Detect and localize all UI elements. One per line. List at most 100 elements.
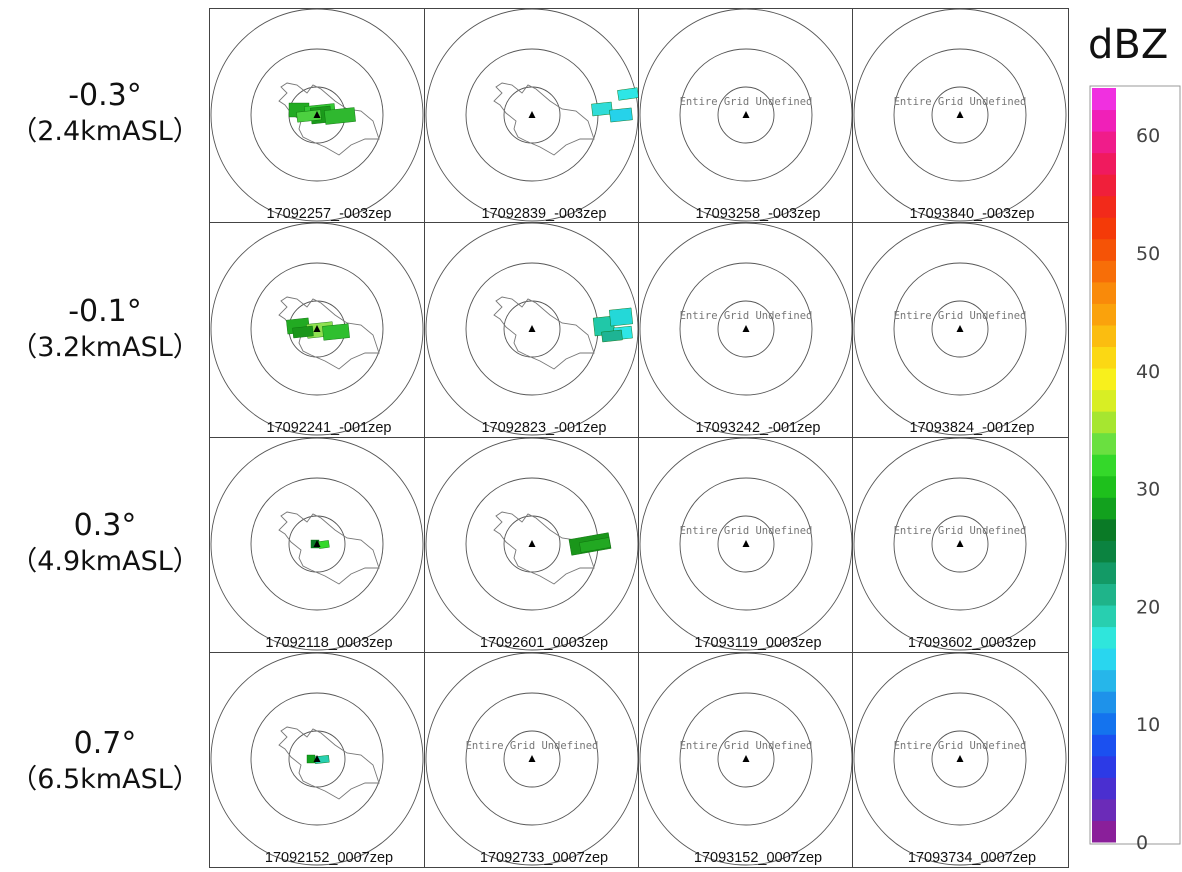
range-ring [893, 692, 1027, 826]
radar-site-icon [956, 325, 964, 332]
radar-panel: 17092152_0007zep [209, 652, 426, 868]
colorbar: 0 10 20 30 40 50 60 [1089, 85, 1181, 854]
range-ring [210, 652, 424, 866]
colorbar-tick-label: 0 [1136, 832, 1148, 854]
panel-caption: 17093258_-003zep [696, 206, 821, 222]
colorbar-swatch [1092, 260, 1116, 283]
radar-panel: 17092823_-001zep [424, 222, 641, 438]
colorbar-swatch [1092, 432, 1116, 455]
range-ring [679, 692, 813, 826]
colorbar-swatch [1092, 152, 1116, 175]
colorbar-swatch [1092, 755, 1116, 778]
panel-caption: 17093119_0003zep [694, 635, 821, 651]
echo-cell [579, 537, 611, 553]
range-ring [893, 262, 1027, 396]
range-ring [893, 48, 1027, 182]
row-label: 0.3° （4.9kmASL） [0, 508, 210, 580]
radar-site-icon [742, 111, 750, 118]
map-outline [278, 296, 380, 370]
colorbar-swatch [1092, 648, 1116, 671]
colorbar-swatch [1092, 454, 1116, 477]
radar-site-icon [956, 540, 964, 547]
range-ring [210, 222, 424, 436]
colorbar-swatch [1092, 238, 1116, 261]
colorbar-swatch [1092, 669, 1116, 692]
panel-caption: 17092152_0007zep [265, 850, 393, 866]
radar-panel: 17092839_-003zep [424, 8, 641, 224]
elevation-angle: 0.7° [73, 726, 137, 761]
radar-site-icon [528, 755, 536, 762]
range-ring [679, 48, 813, 182]
colorbar-tick-label: 10 [1136, 714, 1160, 736]
altitude-label: （2.4kmASL） [10, 116, 200, 147]
range-ring [931, 300, 989, 358]
colorbar-swatch [1092, 798, 1116, 821]
radar-panel: Entire Grid Undefined 17092733_0007zep [424, 652, 641, 868]
elevation-angle: 0.3° [73, 508, 137, 543]
colorbar-swatch [1092, 389, 1116, 412]
colorbar-swatch [1092, 712, 1116, 735]
radar-site-icon [742, 755, 750, 762]
map-outline [278, 726, 380, 800]
radar-panel: 17092118_0003zep [209, 437, 426, 653]
panel-caption: 17092257_-003zep [267, 206, 392, 222]
row-label: -0.1° （3.2kmASL） [0, 294, 210, 366]
range-ring [250, 477, 384, 611]
undefined-grid-label: Entire Grid Undefined [680, 740, 813, 752]
colorbar-unit: dBZ [1088, 22, 1169, 68]
echo-cell [292, 325, 314, 339]
radar-site-icon [313, 111, 321, 118]
elevation-angle: -0.3° [68, 78, 142, 113]
undefined-grid-label: Entire Grid Undefined [680, 96, 813, 108]
colorbar-tick-label: 60 [1136, 125, 1160, 147]
colorbar-swatch [1092, 626, 1116, 649]
range-ring [210, 8, 424, 222]
undefined-grid-label: Entire Grid Undefined [894, 310, 1027, 322]
panel-caption: 17092839_-003zep [482, 206, 607, 222]
colorbar-swatch [1092, 303, 1116, 326]
radar-panel: Entire Grid Undefined 17093840_-003zep [852, 8, 1069, 224]
colorbar-swatch [1092, 497, 1116, 520]
colorbar-tick-label: 50 [1136, 243, 1160, 265]
colorbar-swatch [1092, 281, 1116, 304]
radar-panel: Entire Grid Undefined 17093258_-003zep [638, 8, 855, 224]
map-outline [493, 511, 595, 585]
panel-caption: 17092733_0007zep [480, 850, 608, 866]
panel-caption: 17093734_0007zep [908, 850, 1036, 866]
radar-site-icon [313, 325, 321, 332]
range-ring [853, 222, 1067, 436]
panel-caption: 17093840_-003zep [910, 206, 1035, 222]
range-ring [931, 730, 989, 788]
echo-cell [609, 307, 633, 327]
range-ring [210, 437, 424, 651]
range-ring [893, 477, 1027, 611]
radar-site-icon [313, 540, 321, 547]
colorbar-tick-label: 30 [1136, 479, 1160, 501]
range-ring [717, 730, 775, 788]
colorbar-swatch [1092, 583, 1116, 606]
radar-site-icon [742, 325, 750, 332]
range-ring [250, 48, 384, 182]
panel-caption: 17092601_0003zep [480, 635, 608, 651]
colorbar-swatch [1092, 88, 1116, 111]
undefined-grid-label: Entire Grid Undefined [894, 96, 1027, 108]
map-outline [278, 511, 380, 585]
colorbar-swatch [1092, 691, 1116, 714]
colorbar-swatch [1092, 195, 1116, 218]
panel-caption: 17092823_-001zep [482, 420, 607, 436]
map-outline [278, 82, 380, 156]
radar-panel: Entire Grid Undefined 17093119_0003zep [638, 437, 855, 653]
range-ring [717, 515, 775, 573]
colorbar-swatch [1092, 368, 1116, 391]
echo-cell [617, 87, 639, 101]
echo-cell [322, 323, 350, 341]
map-outline [493, 296, 595, 370]
colorbar-swatch [1092, 131, 1116, 154]
radar-panel: Entire Grid Undefined 17093152_0007zep [638, 652, 855, 868]
range-ring [853, 437, 1067, 651]
row-label: -0.3° （2.4kmASL） [0, 78, 210, 150]
radar-panel: Entire Grid Undefined 17093824_-001zep [852, 222, 1069, 438]
colorbar-swatch [1092, 174, 1116, 197]
range-ring [679, 477, 813, 611]
echo-cell [318, 540, 330, 549]
